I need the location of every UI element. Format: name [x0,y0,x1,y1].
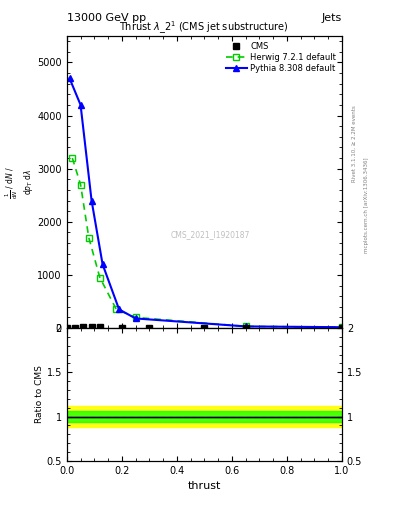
CMS [81,325,86,331]
Pythia 8.308 default [243,324,248,330]
Herwig 7.2.1 default [243,324,248,330]
CMS [119,325,124,331]
Pythia 8.308 default [100,261,105,267]
X-axis label: thrust: thrust [188,481,221,491]
Legend: CMS, Herwig 7.2.1 default, Pythia 8.308 default: CMS, Herwig 7.2.1 default, Pythia 8.308 … [223,38,340,76]
Pythia 8.308 default [67,75,72,81]
Line: Herwig 7.2.1 default: Herwig 7.2.1 default [69,155,345,331]
Line: Pythia 8.308 default: Pythia 8.308 default [66,75,345,331]
Pythia 8.308 default [133,315,138,322]
CMS [243,325,248,331]
CMS [97,325,102,331]
Text: CMS_2021_I1920187: CMS_2021_I1920187 [170,230,250,239]
Herwig 7.2.1 default [86,234,91,241]
CMS [202,325,207,331]
Text: mcplots.cern.ch [arXiv:1306.3436]: mcplots.cern.ch [arXiv:1306.3436] [364,157,369,252]
Pythia 8.308 default [117,306,121,312]
Line: CMS: CMS [64,325,345,331]
Herwig 7.2.1 default [70,155,75,161]
Text: Rivet 3.1.10, ≥ 2.2M events: Rivet 3.1.10, ≥ 2.2M events [352,105,357,182]
CMS [89,324,94,330]
Herwig 7.2.1 default [78,182,83,188]
CMS [340,325,344,331]
Text: 13000 GeV pp: 13000 GeV pp [67,13,146,23]
Pythia 8.308 default [89,198,94,204]
Text: Jets: Jets [321,13,342,23]
Herwig 7.2.1 default [340,324,344,330]
Pythia 8.308 default [340,324,344,330]
Herwig 7.2.1 default [114,306,119,312]
Title: Thrust $\lambda\_2^1$ (CMS jet substructure): Thrust $\lambda\_2^1$ (CMS jet substruct… [119,19,289,36]
Pythia 8.308 default [78,102,83,108]
Herwig 7.2.1 default [97,274,102,281]
Y-axis label: Ratio to CMS: Ratio to CMS [35,366,44,423]
Y-axis label: $\frac{1}{\mathrm{d}N}$ / $\mathrm{d}N$ /
$\mathrm{d}p_T$ $\mathrm{d}\lambda$: $\frac{1}{\mathrm{d}N}$ / $\mathrm{d}N$ … [4,165,35,199]
CMS [64,325,69,331]
Herwig 7.2.1 default [133,314,138,321]
CMS [73,325,77,331]
CMS [147,325,152,331]
